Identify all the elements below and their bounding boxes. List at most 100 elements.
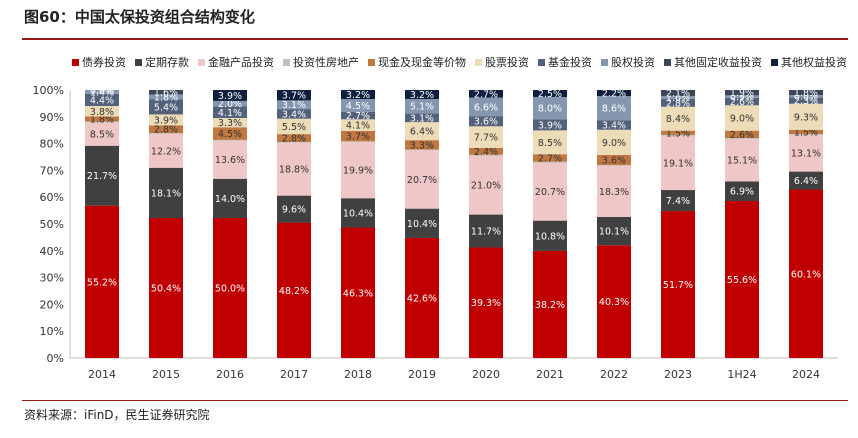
bar-segment [597,120,631,130]
data-label: 21.0% [471,181,501,192]
bar-segment [277,90,311,101]
data-label: 1.5% [794,127,818,138]
bar-segment [405,208,439,238]
legend-item: 基金投资 [538,55,592,69]
data-label: 2.8% [154,125,178,136]
data-label: 2.8% [666,98,690,109]
legend-swatch [771,59,778,66]
legend-swatch [198,59,205,66]
bar-segment [469,247,503,358]
bar-segment [725,200,759,358]
data-label: 6.6% [474,102,498,113]
y-tick-label: 60% [40,191,64,204]
bar-segment [661,106,695,131]
bar-segment [277,222,311,358]
data-label: 3.4% [282,109,306,120]
data-label: 48.2% [279,286,309,297]
bar-segment [213,127,247,140]
bar-segment [597,165,631,218]
y-tick-label: 40% [40,245,64,258]
bar-segment [405,99,439,114]
data-label: 21.7% [87,171,117,182]
data-label: 3.2% [410,90,434,101]
bar-segment [85,93,119,107]
bar-segment [277,109,311,119]
data-label: 8.5% [90,130,114,141]
bar-segment [277,100,311,110]
bar-segment [597,90,631,97]
legend: 债券投资 定期存款 金融产品投资 投资性房地产 现金及现金等价物 股票投资 基金投资 股权投资… [72,55,847,69]
bar-segment [469,147,503,155]
bar-segment [661,130,695,135]
bar-segment [85,121,119,123]
bar-segment [725,95,759,98]
bar-segment [213,118,247,128]
data-label: 3.1% [410,113,434,124]
legend-item: 现金及现金等价物 [368,55,466,69]
data-label: 4.4% [90,95,114,106]
bar-segment [789,90,823,96]
y-tick-label: 100% [33,84,64,97]
bar-segment [149,133,183,134]
data-label: 40.3% [599,297,629,308]
data-label: 9.6% [282,205,306,216]
bar-segment [277,118,311,135]
bar-segment [213,106,247,119]
legend-label: 债券投资 [82,55,126,69]
bar-segment [85,106,119,117]
legend-label: 投资性房地产 [293,55,359,69]
legend-label: 其他权益投资 [781,55,847,69]
bar-segment [85,145,119,206]
data-label: 50.0% [215,283,245,294]
data-label: 6.4% [410,127,434,138]
bar-segment [597,217,631,246]
data-label: 8.0% [538,104,562,115]
bar-segment [725,97,759,106]
bar-segment [85,205,119,358]
data-label: 0.8% [794,92,818,103]
data-label: 7.7% [474,133,498,144]
bar-segment [789,171,823,190]
data-label: 9.3% [794,112,818,123]
data-label: 1.8% [154,92,178,103]
bar-segment [341,119,375,131]
data-label: 4.5% [218,129,242,140]
bar-segment [149,99,183,115]
bar-segment [341,90,375,100]
data-label: 18.1% [151,188,181,199]
bar-segment [341,142,375,199]
y-tick-label: 30% [40,272,64,285]
legend-label: 金融产品投资 [208,55,274,69]
data-label: 39.3% [471,298,501,309]
x-tick-label: 2017 [280,368,308,381]
x-tick-label: 2022 [600,368,628,381]
data-label: 10.8% [535,231,565,242]
data-label: 6.4% [794,176,818,187]
legend-swatch [72,59,79,66]
stacked-bar-chart: 债券投资 定期存款 金融产品投资 投资性房地产 现金及现金等价物 股票投资 基金投资 股权投资… [33,55,847,381]
x-tick-label: 2021 [536,368,564,381]
data-label: 2.1% [666,88,690,99]
bar-segment [789,97,823,104]
data-label: 20.7% [407,175,437,186]
data-label: 3.6% [602,155,626,166]
bar-segment [661,211,695,358]
y-tick-label: 20% [40,298,64,311]
bar-segment [789,129,823,135]
bar-segment [725,138,759,182]
bar-segment [533,90,567,98]
bar-segment [597,164,631,166]
data-label: 3.4% [602,120,626,131]
data-label: 7.4% [666,196,690,207]
data-label: 1.5% [666,128,690,139]
data-label: 20.7% [535,187,565,198]
x-axis: 2014 2015 2016 2017 2018 2019 2020 2021 2022 2023… [88,368,820,381]
bar-segment [213,90,247,101]
legend-swatch [664,59,671,66]
y-tick-label: 70% [40,164,64,177]
bar-segment [533,250,567,358]
bar-segment [789,103,823,130]
data-label: 9.0% [730,113,754,124]
legend-item: 其他权益投资 [771,55,847,69]
y-axis: 0% 10% 20% 30% 40% 50% 60% 70% 80% 90% 100% [33,84,838,365]
